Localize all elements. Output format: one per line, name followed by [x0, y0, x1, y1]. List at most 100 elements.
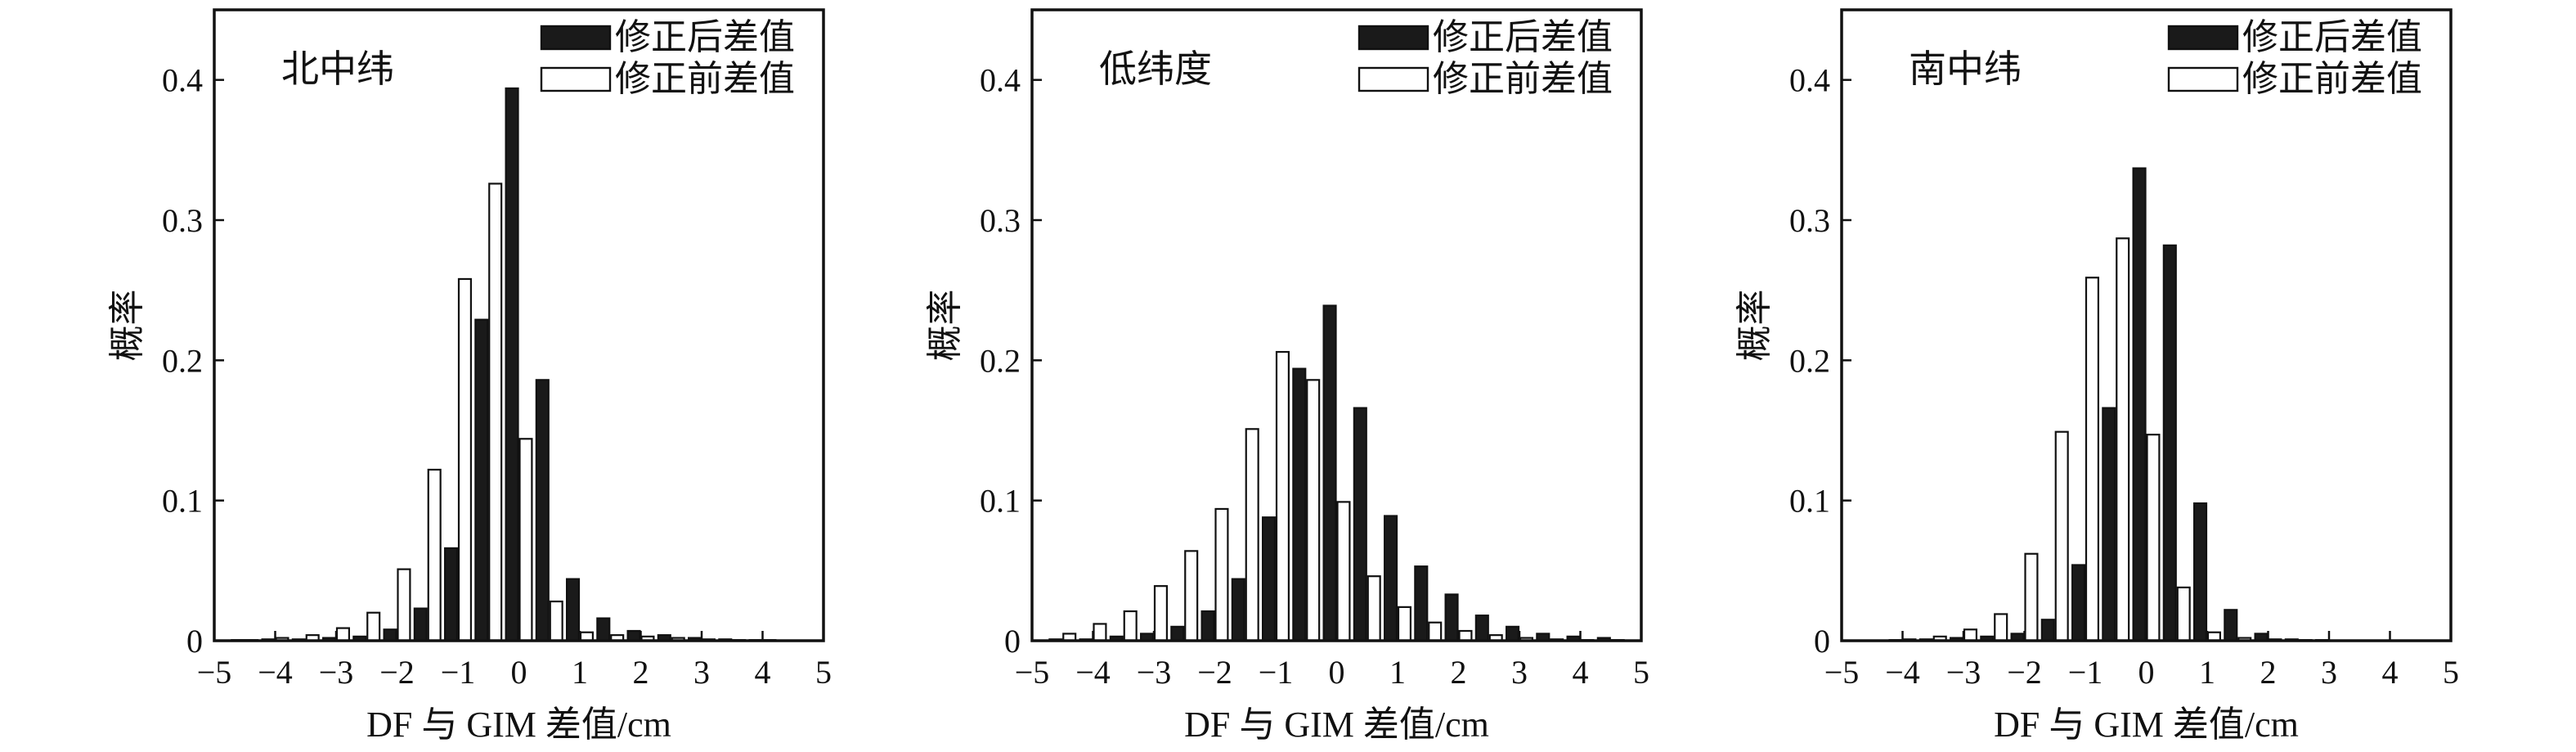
bar-uncorrected-1-8: [488, 182, 503, 642]
panel-title: 低纬度: [1099, 48, 1212, 90]
bar-corrected-1-12: [596, 617, 611, 642]
bar-corrected-1-8: [474, 318, 489, 642]
bar-uncorrected-2-12: [1428, 621, 1443, 642]
bar-corrected-3-10: [2162, 244, 2177, 642]
chart-panel-3: −5 −4 −3 −2 −1 0 1 2 3 4 5 0 0.1 0.2 0.3 0.4 DF 与 GIM 差值…: [1735, 8, 2459, 745]
x-tick-label: 3: [1511, 654, 1528, 691]
bar-corrected-1-9: [505, 87, 519, 642]
bar-corrected-3-7: [2071, 564, 2086, 642]
bar-corrected-2-14: [1474, 615, 1489, 642]
x-tick-label: 3: [693, 654, 710, 691]
x-tick-label: 4: [1573, 654, 1589, 691]
bar-uncorrected-1-5: [397, 568, 411, 642]
y-tick-label: 0.4: [1789, 62, 1830, 99]
legend-swatch: [540, 66, 612, 92]
bar-uncorrected-1-10: [549, 600, 563, 642]
x-tick-label: 2: [1451, 654, 1467, 691]
bar-corrected-1-10: [535, 379, 550, 642]
bar-uncorrected-1-9: [518, 438, 533, 642]
legend-label: 修正前差值: [615, 59, 795, 99]
y-tick-label: 0: [186, 623, 203, 660]
bar-uncorrected-3-4: [1994, 613, 2008, 642]
x-tick-label: 1: [1389, 654, 1406, 691]
bar-uncorrected-3-8: [2116, 237, 2130, 642]
bar-corrected-1-5: [383, 628, 397, 642]
bar-uncorrected-2-13: [1458, 629, 1473, 642]
x-tick-label: 2: [2260, 654, 2277, 691]
y-tick-label: 0.4: [162, 62, 203, 99]
bar-corrected-2-15: [1505, 625, 1520, 642]
bar-corrected-2-10: [1353, 407, 1367, 642]
bar-uncorrected-2-6: [1245, 428, 1259, 642]
x-tick-label: −1: [441, 654, 476, 691]
bar-uncorrected-1-6: [427, 468, 442, 642]
bar-corrected-1-13: [626, 629, 641, 642]
x-tick-label: −4: [1885, 654, 1920, 691]
bar-uncorrected-2-3: [1153, 585, 1168, 642]
x-tick-label: −4: [1075, 654, 1111, 691]
y-tick-label: 0.1: [980, 483, 1021, 520]
bar-uncorrected-2-11: [1397, 606, 1411, 642]
x-tick-label: −4: [258, 654, 293, 691]
y-axis-label: 概率: [1735, 290, 1775, 362]
y-axis-label: 概率: [925, 290, 965, 362]
bar-corrected-1-11: [565, 578, 581, 642]
chart-panel-2: −5 −4 −3 −2 −1 0 1 2 3 4 5 0 0.1 0.2 0.3 0.4 DF 与 GIM 差值…: [925, 8, 1649, 745]
y-tick-label: 0.4: [980, 62, 1021, 99]
x-tick-label: −5: [1015, 654, 1050, 691]
y-tick-label: 0.2: [980, 342, 1021, 379]
bar-corrected-3-12: [2224, 609, 2238, 642]
x-tick-label: −2: [2007, 654, 2042, 691]
bar-corrected-2-4: [1170, 625, 1185, 642]
x-tick-label: 1: [572, 654, 588, 691]
y-tick-label: 0.3: [1789, 202, 1830, 239]
x-tick-label: −1: [1259, 654, 1294, 691]
bar-uncorrected-3-9: [2146, 434, 2161, 642]
chart-panel-1: −5 −4 −3 −2 −1 0 1 2 3 4 5 0 0.1 0.2 0.3 0.4 DF 与 GIM 差值…: [107, 8, 832, 745]
bar-uncorrected-2-5: [1214, 507, 1229, 642]
y-tick-label: 0.3: [162, 202, 203, 239]
bar-corrected-2-12: [1414, 565, 1429, 642]
y-tick-label: 0.1: [162, 483, 203, 520]
bar-uncorrected-2-7: [1275, 350, 1290, 642]
x-axis-label: DF 与 GIM 差值/cm: [1184, 705, 1489, 745]
bar-corrected-3-11: [2193, 502, 2208, 642]
x-axis-label: DF 与 GIM 差值/cm: [1994, 705, 2299, 745]
bar-uncorrected-3-3: [1963, 628, 1977, 642]
y-axis-label: 概率: [107, 290, 147, 362]
x-tick-label: 5: [815, 654, 832, 691]
y-tick-label: 0.3: [980, 202, 1021, 239]
x-tick-label: −1: [2068, 654, 2103, 691]
legend-swatch: [1358, 25, 1429, 51]
bar-corrected-2-9: [1322, 304, 1337, 642]
bar-uncorrected-2-1: [1093, 623, 1107, 642]
legend-swatch: [540, 25, 612, 51]
legend-label: 修正前差值: [1433, 59, 1613, 99]
bar-corrected-2-6: [1231, 578, 1245, 642]
bar-corrected-1-7: [443, 547, 459, 642]
bar-uncorrected-2-2: [1123, 610, 1138, 642]
bar-uncorrected-3-7: [2085, 277, 2099, 642]
bar-uncorrected-3-10: [2176, 586, 2191, 642]
bar-uncorrected-2-9: [1336, 501, 1351, 642]
y-tick-label: 0: [1004, 623, 1021, 660]
legend-label: 修正前差值: [2242, 59, 2422, 99]
bar-corrected-3-8: [2102, 407, 2116, 642]
x-tick-label: 2: [633, 654, 649, 691]
x-tick-label: −2: [1197, 654, 1232, 691]
x-tick-label: 4: [755, 654, 771, 691]
bar-corrected-2-11: [1383, 515, 1398, 642]
x-tick-label: 4: [2382, 654, 2399, 691]
x-tick-label: 5: [1633, 654, 1649, 691]
y-tick-label: 0: [1814, 623, 1830, 660]
x-tick-label: −2: [379, 654, 415, 691]
legend-swatch: [2167, 25, 2239, 51]
bar-uncorrected-2-8: [1306, 379, 1321, 642]
legend-label: 修正后差值: [2242, 17, 2422, 57]
bar-uncorrected-3-6: [2054, 430, 2069, 642]
legend-swatch: [1358, 66, 1429, 92]
panel-title: 北中纬: [281, 48, 394, 90]
x-tick-label: 3: [2321, 654, 2337, 691]
x-tick-label: 1: [2199, 654, 2215, 691]
bar-uncorrected-1-3: [335, 627, 350, 642]
